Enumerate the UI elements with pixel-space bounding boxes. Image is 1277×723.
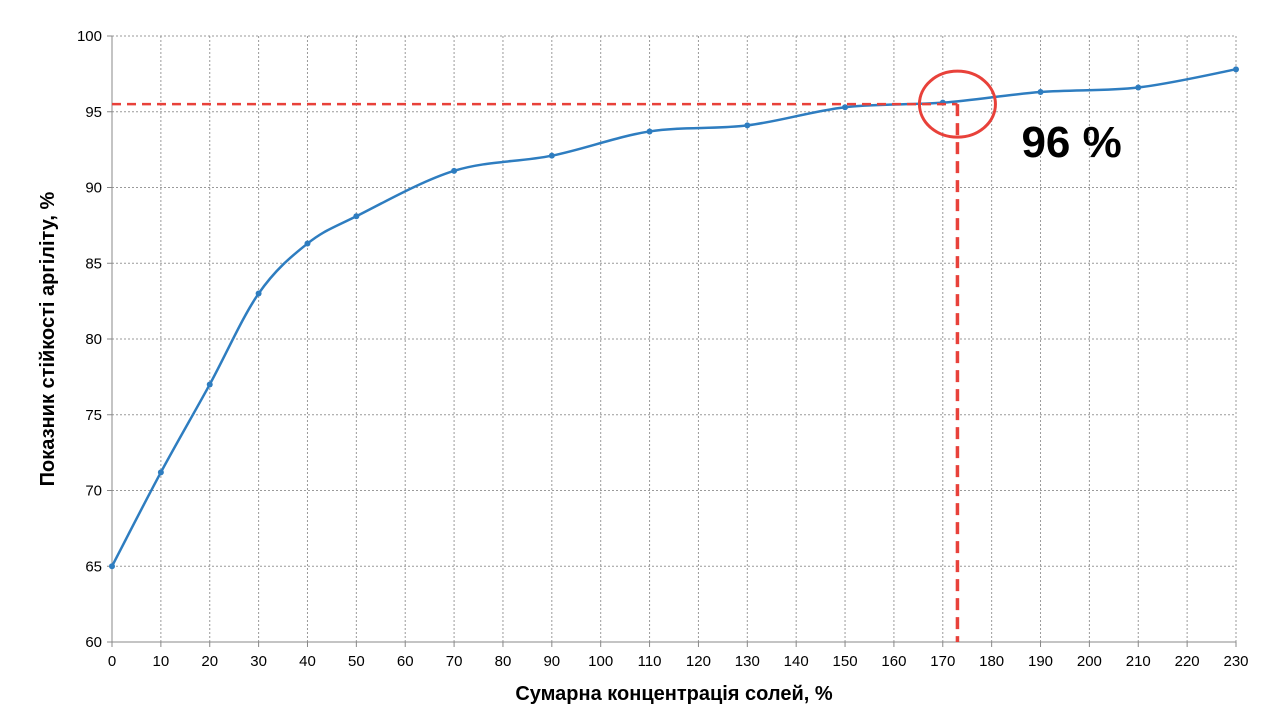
x-tick-label: 200 [1077,653,1102,670]
y-axis-title: Показник стійкості аргіліту, % [37,191,59,486]
x-tick-label: 120 [686,653,711,670]
x-tick-label: 160 [881,653,906,670]
point [109,563,115,570]
x-tick-label: 40 [299,653,316,670]
reference-label: 96 % [1021,118,1121,167]
x-tick-label: 210 [1126,653,1151,670]
x-tick-label: 0 [108,653,116,670]
x-tick-label: 50 [348,653,365,670]
point [353,213,360,220]
x-tick-label: 220 [1175,653,1200,670]
point [451,167,458,174]
point [548,152,555,159]
x-tick-label: 100 [588,653,613,670]
x-tick-label: 60 [397,653,414,670]
x-tick-label: 170 [930,653,955,670]
x-tick-label: 230 [1223,653,1248,670]
x-tick-label: 110 [638,653,662,670]
x-tick-label: 70 [446,653,463,670]
x-tick-label: 10 [153,653,170,670]
x-tick-label: 30 [250,653,267,670]
x-axis-title: Сумарна концентрація солей, % [515,683,833,705]
y-tick-label: 70 [85,483,102,500]
y-tick-label: 90 [85,180,102,197]
x-tick-label: 20 [201,653,218,670]
point [842,104,849,111]
x-tick-label: 140 [784,653,809,670]
point [646,128,653,135]
point [744,122,751,129]
point [255,290,262,297]
point [304,240,311,247]
x-tick-label: 130 [735,653,760,670]
x-tick-label: 190 [1028,653,1053,670]
y-tick-label: 95 [85,104,102,121]
point [206,381,213,388]
y-tick-label: 65 [85,558,102,575]
x-tick-label: 180 [979,653,1004,670]
x-tick-label: 150 [833,653,858,670]
y-tick-label: 75 [85,407,102,424]
reference-circle [917,69,997,139]
point [157,469,164,476]
point [1037,89,1044,96]
y-tick-label: 80 [85,331,102,348]
x-tick-label: 90 [543,653,560,670]
y-tick-label: 60 [85,634,102,651]
point [1233,66,1239,73]
x-tick-label: 80 [495,653,512,670]
y-tick-label: 100 [77,28,102,45]
y-tick-label: 85 [85,255,102,272]
point [1135,84,1142,91]
